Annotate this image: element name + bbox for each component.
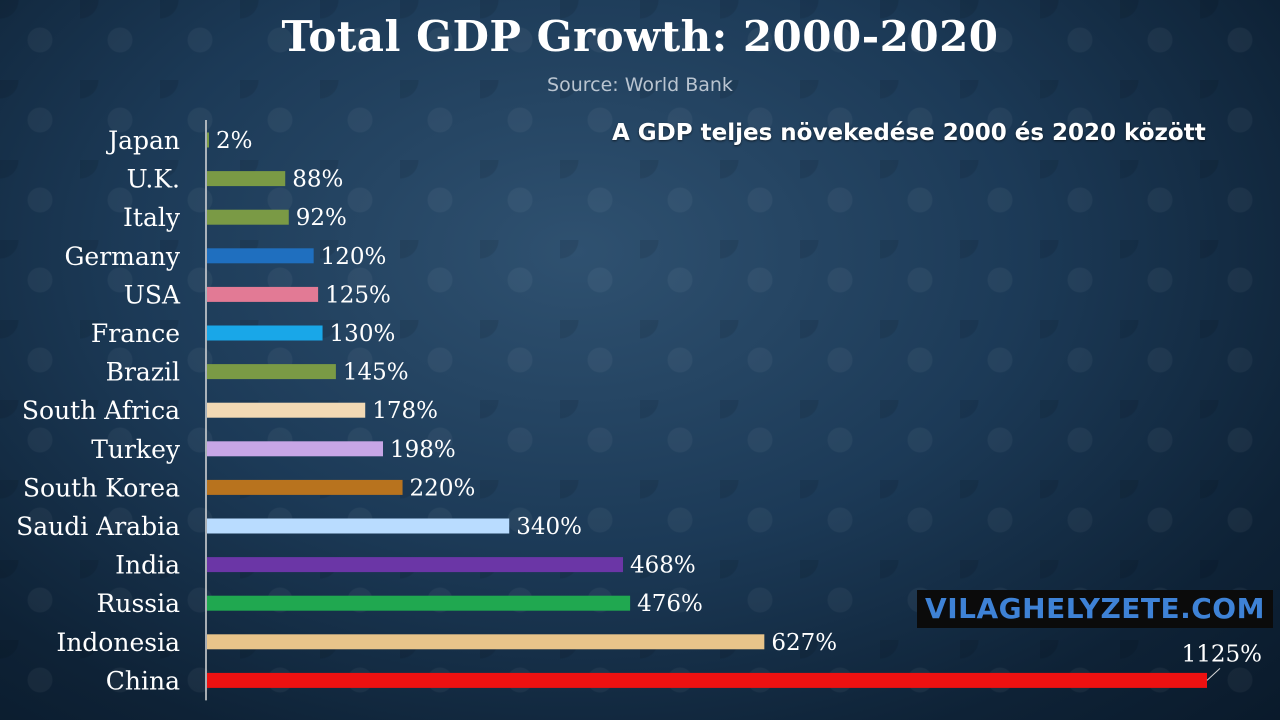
category-label: South Africa	[22, 396, 180, 425]
chart-title: Total GDP Growth: 2000-2020	[281, 12, 999, 61]
category-label: Indonesia	[56, 628, 180, 657]
value-label: 88%	[292, 167, 343, 193]
watermark-logo: VILAGHELYZETE.COM	[917, 590, 1273, 628]
category-label: Brazil	[106, 358, 180, 387]
value-label: 145%	[343, 360, 409, 386]
category-label: Italy	[123, 203, 181, 232]
value-label: 198%	[390, 437, 456, 463]
category-label: Saudi Arabia	[16, 512, 180, 541]
value-label: 120%	[321, 244, 387, 270]
bar	[207, 325, 323, 341]
value-label: 468%	[630, 553, 696, 579]
value-label: 1125%	[1182, 641, 1262, 667]
bar	[207, 402, 366, 418]
category-label: Japan	[105, 126, 180, 155]
bar	[207, 441, 383, 457]
bar	[207, 286, 319, 302]
bar	[207, 364, 336, 380]
value-label: 125%	[325, 282, 391, 308]
bar	[207, 132, 209, 148]
chart-subtitle: Source: World Bank	[547, 74, 733, 96]
category-label: China	[106, 666, 180, 695]
value-label: 627%	[771, 630, 837, 656]
category-label: India	[115, 551, 180, 580]
bar	[207, 634, 765, 650]
category-label: Russia	[97, 589, 181, 618]
value-label: 220%	[410, 475, 476, 501]
bar	[207, 672, 1207, 688]
category-label: South Korea	[23, 473, 180, 502]
category-label: France	[91, 319, 180, 348]
bar	[207, 209, 289, 225]
category-label: USA	[124, 280, 181, 309]
hungarian-annotation: A GDP teljes növekedése 2000 és 2020 köz…	[612, 120, 1206, 146]
bar	[207, 595, 631, 611]
category-label: U.K.	[127, 165, 180, 194]
value-label: 340%	[516, 514, 582, 540]
value-label: 2%	[216, 128, 253, 154]
bar	[207, 248, 314, 264]
category-label: Turkey	[91, 435, 181, 464]
bar	[207, 171, 286, 187]
value-label: 130%	[330, 321, 396, 347]
bar	[207, 479, 403, 495]
value-label: 178%	[372, 398, 438, 424]
category-label: Germany	[64, 242, 180, 271]
value-label: 476%	[637, 591, 703, 617]
value-label: 92%	[296, 205, 347, 231]
value-label-leader	[1206, 668, 1221, 681]
bar	[207, 518, 510, 534]
bar	[207, 557, 623, 573]
